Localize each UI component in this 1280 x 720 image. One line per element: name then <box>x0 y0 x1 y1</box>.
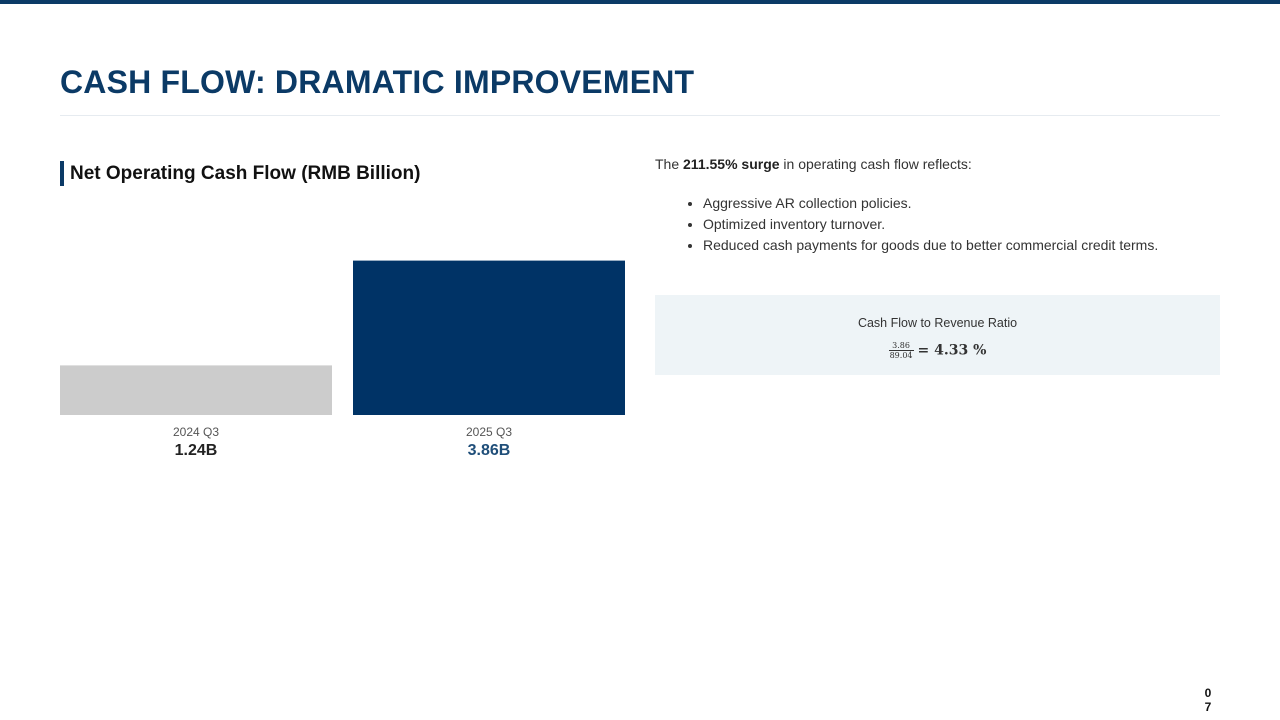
ratio-fraction: 3.86 89.04 <box>888 341 914 360</box>
ratio-denominator: 89.04 <box>889 351 913 360</box>
intro-prefix: The <box>655 156 680 172</box>
bar-chart: 2024 Q3 2025 Q3 1.24B 3.86B <box>60 200 625 470</box>
intro-suffix: in operating cash flow reflects: <box>783 156 972 172</box>
bar-chart-plot <box>60 260 625 415</box>
ratio-numerator: 3.86 <box>888 341 914 351</box>
bullet-item: Reduced cash payments for goods due to b… <box>703 235 1158 256</box>
ratio-title: Cash Flow to Revenue Ratio <box>857 316 1018 330</box>
top-accent-bar <box>0 0 1280 4</box>
bullet-item: Aggressive AR collection policies. <box>703 193 1158 214</box>
bar-2024-q3 <box>60 365 332 415</box>
title-divider <box>60 115 1220 116</box>
page-number: 0 7 <box>1196 686 1220 714</box>
analysis-intro: The 211.55% surge in operating cash flow… <box>655 156 972 172</box>
chart-title: Net Operating Cash Flow (RMB Billion) <box>60 161 420 186</box>
bullet-item: Optimized inventory turnover. <box>703 214 1158 235</box>
ratio-panel: Cash Flow to Revenue Ratio 3.86 89.04 = … <box>655 295 1220 375</box>
slide-title: CASH FLOW: DRAMATIC IMPROVEMENT <box>60 64 695 100</box>
ratio-result: = 4.33 % <box>917 342 987 359</box>
value-label-2025-q3: 3.86B <box>467 442 511 459</box>
page-number-digit: 0 <box>1204 686 1212 700</box>
category-label-2025-q3: 2025 Q3 <box>465 425 513 439</box>
ratio-formula: 3.86 89.04 = 4.33 % <box>655 341 1220 360</box>
value-label-2024-q3: 1.24B <box>174 442 218 459</box>
intro-highlight: 211.55% surge <box>683 156 780 172</box>
bar-2025-q3 <box>353 260 625 415</box>
page-number-digit: 7 <box>1204 700 1212 714</box>
category-label-2024-q3: 2024 Q3 <box>172 425 220 439</box>
analysis-bullet-list: Aggressive AR collection policies. Optim… <box>655 193 1158 256</box>
